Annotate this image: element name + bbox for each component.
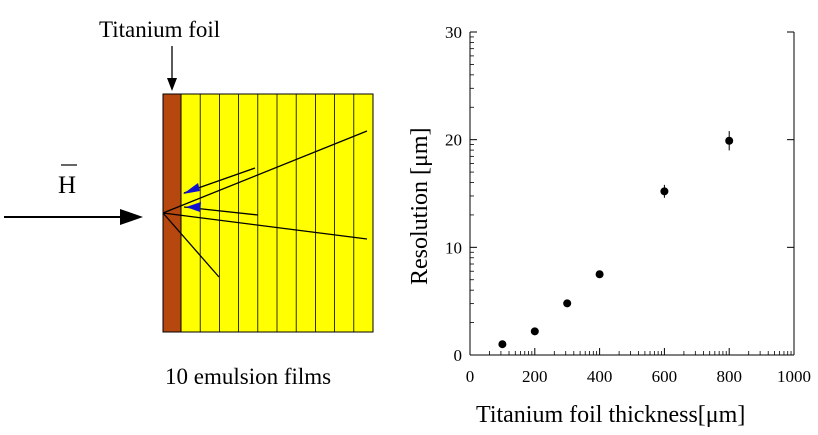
data-points [498,131,734,349]
data-point [725,136,734,145]
x-tick-label: 400 [587,367,613,386]
track-line [162,212,368,240]
x-tick-label: 200 [522,367,548,386]
beam-label: H [58,172,76,199]
y-tick-label: 0 [454,346,463,365]
detector-diagram: Titanium foil H 10 emulsion films [4,17,374,389]
beam-arrowhead [120,209,143,225]
x-tick-label: 600 [652,367,678,386]
x-tick-label: 800 [716,367,742,386]
y-tick-label: 20 [445,131,462,150]
track-line [162,130,368,214]
x-tick-label: 1000 [777,367,811,386]
foil-pointer-arrowhead [167,78,177,91]
y-tick-label: 10 [445,238,462,257]
foil-label: Titanium foil [99,17,220,42]
blue-arrowhead [186,202,201,212]
track-line [162,212,220,278]
data-point [660,187,669,196]
emulsion-films [162,93,374,333]
y-tick-label: 30 [445,23,462,42]
blue-arrowheads [183,183,201,212]
data-point [563,299,572,308]
y-axis-label: Resolution [μm] [407,127,433,285]
data-point [530,327,539,336]
films-label: 10 emulsion films [165,364,331,389]
tick-labels: 0 200 400 600 800 1000 0 10 20 30 [445,23,811,386]
blue-arrowhead [183,183,200,194]
axis-ticks [469,31,795,356]
x-axis-label: Titanium foil thickness[μm] [476,402,745,428]
data-point [595,270,604,279]
data-point [498,340,507,349]
film-dividers [199,94,355,332]
resolution-plot: 0 200 400 600 800 1000 0 10 20 30 Titanium foil t… [407,23,811,428]
x-tick-label: 0 [466,367,475,386]
